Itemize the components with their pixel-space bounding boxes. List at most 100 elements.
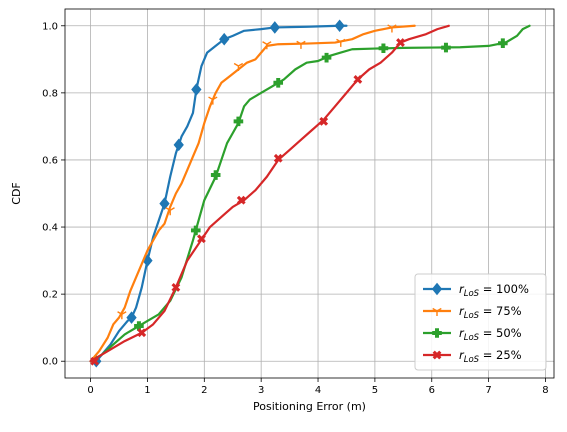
- legend-label: rLoS = 25%: [459, 348, 522, 365]
- diamond-marker-shape: [334, 19, 345, 33]
- x-tick-label: 5: [372, 385, 378, 396]
- plus-marker-shape: [321, 52, 332, 63]
- data-point-marker: [191, 83, 202, 96]
- y-tick-label: 0.2: [42, 290, 58, 301]
- data-point-marker: [159, 197, 170, 210]
- x-marker-shape: [273, 153, 283, 163]
- series-line: [92, 24, 348, 363]
- plus-marker-shape: [210, 170, 221, 180]
- legend-subscript: LoS: [464, 289, 480, 299]
- tri-marker-shape: [262, 41, 272, 50]
- legend-label: rLoS = 50%: [459, 326, 522, 343]
- plus-marker-shape: [498, 38, 508, 49]
- x-marker-shape: [171, 283, 181, 292]
- plot-series: [89, 19, 531, 368]
- legend-subscript: LoS: [464, 311, 480, 321]
- legend-subscript: LoS: [464, 355, 480, 365]
- data-point-marker: [208, 96, 218, 105]
- data-point-marker: [336, 38, 346, 47]
- legend-box: [414, 273, 547, 371]
- plus-marker-shape: [378, 43, 389, 54]
- legend-value: = 75%: [479, 304, 522, 318]
- data-point-marker: [126, 311, 137, 324]
- x-tick-label: 6: [429, 385, 435, 396]
- tri-marker-shape: [165, 207, 175, 216]
- legend-entry: rLoS = 75%: [423, 304, 522, 321]
- x-marker-shape: [90, 356, 99, 366]
- y-tick-label: 0.8: [42, 88, 58, 99]
- data-point-marker: [173, 138, 184, 152]
- x-marker-shape: [396, 38, 405, 47]
- tri-marker-shape: [336, 38, 346, 47]
- legend-var: r: [459, 282, 465, 296]
- series-0: [91, 19, 348, 368]
- legend-label: rLoS = 75%: [459, 304, 522, 321]
- diamond-marker-shape: [126, 311, 137, 324]
- x-tick-label: 2: [201, 385, 207, 396]
- x-marker-shape: [137, 328, 147, 338]
- data-point-marker: [353, 75, 363, 84]
- x-marker-shape: [197, 234, 206, 244]
- data-point-marker: [197, 234, 206, 244]
- data-point-marker: [137, 328, 147, 338]
- diamond-marker-shape: [173, 138, 184, 152]
- series-3: [89, 24, 450, 366]
- data-point-marker: [334, 19, 345, 33]
- data-point-marker: [378, 43, 389, 54]
- legend-value: = 100%: [479, 282, 529, 296]
- diamond-marker-shape: [159, 197, 170, 210]
- legend-marker: [432, 350, 442, 360]
- y-tick-label: 0.6: [42, 155, 58, 166]
- x-tick-label: 8: [542, 385, 548, 396]
- series-line: [89, 24, 531, 363]
- plus-marker-shape: [441, 42, 451, 53]
- legend-entry: rLoS = 50%: [423, 326, 522, 343]
- data-point-marker: [321, 52, 332, 63]
- x-tick-label: 4: [315, 385, 321, 396]
- data-point-marker: [165, 207, 175, 216]
- plus-marker-shape: [233, 116, 244, 127]
- series-1: [89, 24, 416, 363]
- x-tick-label: 3: [258, 385, 264, 396]
- legend-marker: [431, 282, 443, 296]
- x-marker-shape: [353, 75, 363, 84]
- legend-value: = 25%: [479, 348, 522, 362]
- data-point-marker: [134, 321, 144, 331]
- legend-value: = 50%: [479, 326, 522, 340]
- x-marker-shape: [236, 195, 246, 205]
- tri-marker-shape: [387, 24, 397, 33]
- data-point-marker: [233, 116, 244, 127]
- diamond-marker-shape: [219, 32, 230, 46]
- data-point-marker: [90, 356, 99, 366]
- data-point-marker: [273, 153, 283, 163]
- x-tick-label: 7: [485, 385, 491, 396]
- tri-marker-shape: [208, 96, 218, 105]
- x-axis-label: Positioning Error (m): [253, 400, 366, 413]
- legend-label: rLoS = 100%: [459, 282, 529, 299]
- data-point-marker: [296, 40, 306, 49]
- data-point-marker: [387, 24, 397, 33]
- legend-var: r: [459, 348, 465, 362]
- tri-marker-shape: [432, 307, 442, 316]
- series-2: [89, 24, 531, 363]
- series-line: [89, 24, 416, 363]
- data-point-marker: [269, 21, 280, 34]
- x-tick-label: 1: [144, 385, 150, 396]
- plus-marker-shape: [190, 225, 201, 236]
- plus-marker-shape: [134, 321, 144, 331]
- data-point-marker: [236, 195, 246, 205]
- x-tick-label: 0: [87, 385, 93, 396]
- diamond-marker-shape: [431, 282, 443, 296]
- legend-var: r: [459, 326, 465, 340]
- diamond-marker-shape: [269, 21, 280, 34]
- plus-marker-shape: [432, 328, 442, 338]
- legend-marker: [432, 328, 442, 338]
- data-point-marker: [262, 41, 272, 50]
- data-point-marker: [273, 78, 284, 88]
- plot-frame: [64, 8, 555, 379]
- plus-marker-shape: [273, 78, 284, 88]
- legend-entry: rLoS = 100%: [423, 282, 529, 299]
- legend-marker: [432, 307, 442, 316]
- data-point-marker: [233, 62, 244, 72]
